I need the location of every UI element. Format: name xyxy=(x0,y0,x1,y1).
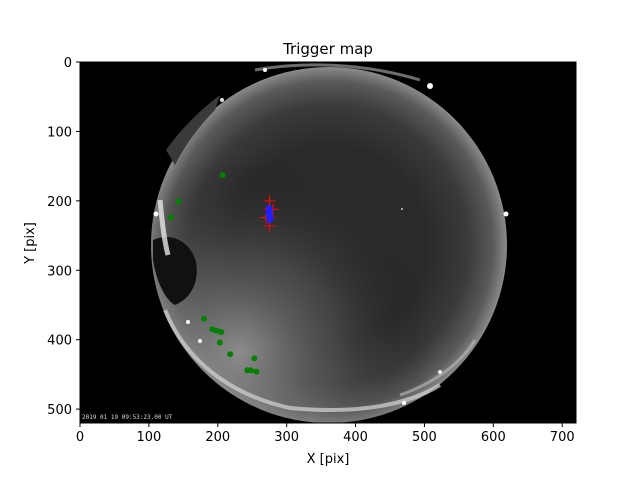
sky-image xyxy=(80,63,509,423)
timestamp-strip xyxy=(80,411,208,421)
x-tick-label: 600 xyxy=(481,430,506,445)
green-trigger-point xyxy=(218,329,225,336)
blue-square-marker xyxy=(266,217,272,223)
green-trigger-point xyxy=(253,368,260,375)
green-trigger-point xyxy=(251,355,258,362)
green-trigger-point xyxy=(227,351,234,358)
y-tick-label: 400 xyxy=(47,334,72,349)
green-trigger-point xyxy=(167,214,174,221)
x-axis: 0 100 200 300 400 500 600 700 xyxy=(76,423,575,445)
green-trigger-point xyxy=(175,198,182,205)
y-tick-label: 0 xyxy=(64,56,72,71)
x-tick-label: 0 xyxy=(76,430,84,445)
x-tick-label: 200 xyxy=(205,430,230,445)
plot-area: 2019 01 19 09:53:23.00 UT xyxy=(80,62,576,423)
axes-frame xyxy=(79,61,577,424)
y-tick-label: 100 xyxy=(47,125,72,140)
y-tick-label: 200 xyxy=(47,195,72,210)
green-trigger-point xyxy=(219,172,226,179)
x-axis-label: X [pix] xyxy=(307,452,350,467)
green-trigger-point xyxy=(213,327,220,334)
green-trigger-point xyxy=(201,315,207,322)
timestamp-overlay: 2019 01 19 09:53:23.00 UT xyxy=(82,414,173,421)
chart-title: Trigger map xyxy=(282,40,373,58)
green-trigger-point xyxy=(247,367,254,374)
y-axis: 0 100 200 300 400 500 xyxy=(47,56,80,418)
y-tick-label: 300 xyxy=(47,264,72,279)
y-axis-label: Y [pix] xyxy=(23,222,38,265)
green-trigger-point xyxy=(216,339,223,346)
x-tick-label: 500 xyxy=(412,430,437,445)
x-tick-label: 300 xyxy=(274,430,299,445)
x-tick-label: 100 xyxy=(136,430,161,445)
data-marks xyxy=(167,172,279,375)
y-tick-label: 500 xyxy=(47,403,72,418)
x-tick-label: 700 xyxy=(550,430,575,445)
x-tick-label: 400 xyxy=(343,430,368,445)
